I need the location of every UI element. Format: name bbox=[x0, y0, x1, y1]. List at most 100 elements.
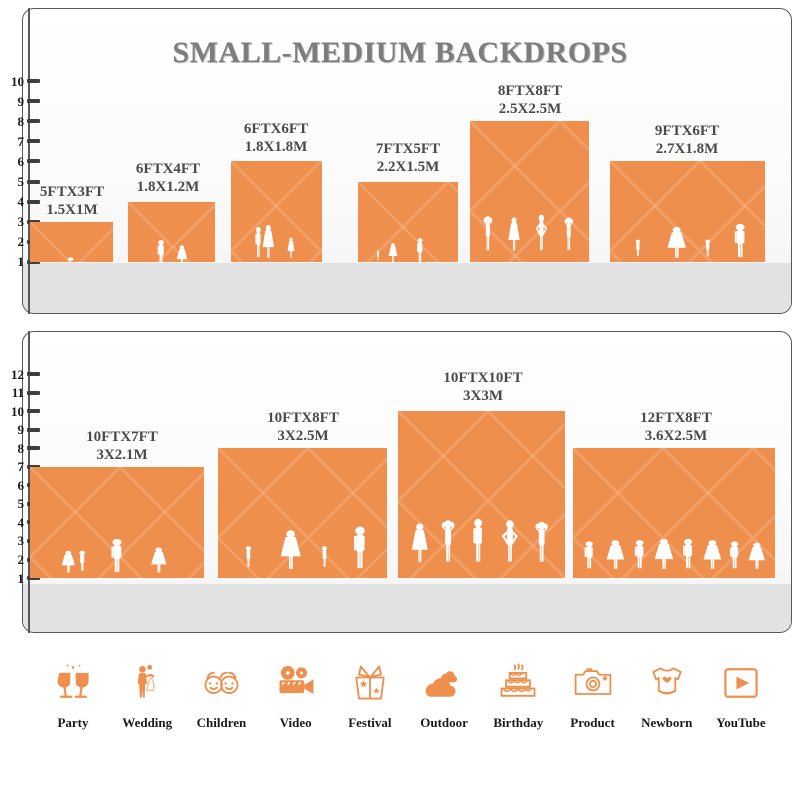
y-axis-line-2 bbox=[28, 331, 30, 633]
bar-size-label: 12FTX8FT 3.6X2.5M bbox=[640, 409, 712, 445]
use-case-label: Wedding bbox=[122, 715, 173, 730]
champagne-glasses-icon bbox=[51, 655, 95, 711]
cloud-hill-icon bbox=[422, 655, 466, 711]
use-case-item-youtube[interactable]: YouTube bbox=[704, 655, 778, 731]
wedding-couple-icon bbox=[125, 655, 169, 711]
bar-size-meters: 3X3M bbox=[462, 388, 503, 404]
y-axis-tick-label: 9 bbox=[17, 93, 25, 109]
y-axis-tick: 9 bbox=[2, 423, 40, 437]
y-axis-tick: 10 bbox=[2, 404, 40, 418]
y-axis-tick-mark bbox=[27, 79, 40, 83]
photo-camera-icon bbox=[571, 655, 615, 711]
bar-size-feet: 9FTX6FT bbox=[654, 123, 720, 139]
backdrop-size-bar bbox=[470, 121, 589, 262]
bar-size-feet: 6FTX6FT bbox=[243, 121, 309, 137]
y-axis-tick-label: 4 bbox=[17, 514, 25, 530]
bar-size-feet: 6FTX4FT bbox=[135, 161, 201, 177]
bar-size-meters: 3X2.5M bbox=[277, 428, 329, 444]
chart-panel-small-medium bbox=[22, 8, 792, 314]
use-case-label: Children bbox=[196, 715, 247, 730]
bar-size-label: 10FTX7FT 3X2.1M bbox=[86, 428, 158, 464]
use-case-item-outdoor[interactable]: Outdoor bbox=[407, 655, 481, 731]
y-axis-tick: 1 bbox=[2, 255, 40, 269]
bar-size-meters: 1.5X1M bbox=[46, 202, 98, 218]
y-axis-tick-mark bbox=[27, 390, 40, 395]
y-axis-tick-label: 2 bbox=[17, 552, 25, 567]
y-axis-tick-mark bbox=[27, 99, 40, 104]
y-axis-tick-label: 9 bbox=[17, 422, 25, 438]
backdrop-size-bar bbox=[358, 181, 458, 262]
bar-size-meters: 1.8X1.2M bbox=[136, 179, 200, 195]
bar-size-feet: 12FTX8FT bbox=[640, 410, 712, 426]
y-axis-tick-mark bbox=[27, 576, 40, 581]
y-axis-tick: 9 bbox=[2, 94, 40, 108]
backdrop-size-bar bbox=[573, 448, 775, 579]
use-case-label: Festival bbox=[348, 715, 392, 730]
backdrop-size-bar bbox=[610, 161, 765, 262]
y-axis-tick-label: 7 bbox=[17, 459, 25, 475]
y-axis-tick-label: 10 bbox=[11, 73, 24, 89]
use-case-label: YouTube bbox=[716, 715, 766, 730]
y-axis-tick: 6 bbox=[2, 154, 40, 168]
y-axis-tick-label: 2 bbox=[17, 234, 25, 250]
use-case-label: Outdoor bbox=[420, 715, 468, 730]
y-axis-tick-label: 7 bbox=[17, 133, 25, 149]
bar-size-meters: 2.5X2.5M bbox=[498, 101, 562, 117]
y-axis-tick: 5 bbox=[2, 175, 40, 189]
y-axis-tick-mark bbox=[27, 372, 40, 376]
use-case-item-video[interactable]: Video bbox=[259, 655, 333, 731]
use-case-label: Newborn bbox=[641, 715, 693, 730]
movie-camera-icon bbox=[274, 655, 318, 711]
y-axis-tick: 8 bbox=[2, 441, 40, 455]
y-axis-tick-label: 5 bbox=[17, 174, 25, 189]
y-axis-tick-mark bbox=[27, 179, 40, 184]
use-case-item-party[interactable]: Party bbox=[36, 655, 110, 731]
bar-size-feet: 7FTX5FT bbox=[375, 141, 441, 157]
backdrop-size-bar bbox=[231, 161, 322, 262]
y-axis-tick: 12 bbox=[2, 367, 40, 381]
ground-band-1 bbox=[23, 263, 791, 313]
use-case-item-children[interactable]: Children bbox=[184, 655, 258, 731]
y-axis-tick-label: 10 bbox=[11, 403, 24, 419]
y-axis-tick-label: 1 bbox=[17, 254, 25, 270]
bar-size-label: 10FTX8FT 3X2.5M bbox=[267, 409, 339, 445]
baby-onesie-icon bbox=[645, 655, 689, 711]
bar-size-meters: 1.8X1.8M bbox=[244, 139, 308, 155]
bar-size-meters: 3X2.1M bbox=[96, 447, 148, 463]
y-axis-tick-label: 3 bbox=[17, 214, 25, 230]
backdrop-size-bar bbox=[128, 201, 215, 262]
y-axis-tick-mark bbox=[27, 409, 40, 414]
y-axis-tick: 11 bbox=[2, 386, 40, 400]
use-case-label: Party bbox=[57, 715, 89, 730]
use-case-item-wedding[interactable]: Wedding bbox=[110, 655, 184, 731]
y-axis-tick-mark bbox=[27, 199, 40, 204]
bar-size-label: 9FTX6FT 2.7X1.8M bbox=[655, 122, 719, 158]
play-button-icon bbox=[719, 655, 763, 711]
use-case-item-newborn[interactable]: Newborn bbox=[630, 655, 704, 731]
y-axis-tick-label: 5 bbox=[17, 496, 25, 512]
backdrop-size-bar bbox=[218, 448, 387, 579]
bar-size-label: 7FTX5FT 2.2X1.5M bbox=[376, 140, 440, 176]
use-case-label: Product bbox=[570, 715, 615, 730]
bar-size-feet: 8FTX8FT bbox=[497, 83, 563, 99]
use-case-item-product[interactable]: Product bbox=[556, 655, 630, 731]
y-axis-tick-label: 8 bbox=[17, 113, 25, 129]
backdrop-size-bar bbox=[30, 466, 204, 579]
y-axis-tick: 1 bbox=[2, 571, 40, 585]
page-title: SMALL-MEDIUM BACKDROPS bbox=[172, 36, 628, 69]
bar-size-label: 6FTX4FT 1.8X1.2M bbox=[136, 160, 200, 196]
bar-size-meters: 2.7X1.8M bbox=[655, 141, 719, 157]
y-axis-tick-label: 4 bbox=[17, 194, 25, 210]
use-case-icon-strip: Party Wedding Children bbox=[22, 655, 792, 760]
bar-size-label: 10FTX10FT 3X3M bbox=[443, 369, 522, 405]
two-kid-faces-icon bbox=[199, 655, 243, 711]
use-case-item-birthday[interactable]: Birthday bbox=[481, 655, 555, 731]
y-axis-tick-label: 3 bbox=[17, 533, 25, 549]
y-axis-tick-mark bbox=[27, 446, 40, 451]
bar-size-label: 8FTX8FT 2.5X2.5M bbox=[498, 82, 562, 118]
y-axis-tick: 7 bbox=[2, 134, 40, 148]
use-case-item-festival[interactable]: Festival bbox=[333, 655, 407, 731]
bar-size-feet: 10FTX10FT bbox=[443, 370, 523, 386]
gift-box-icon bbox=[348, 655, 392, 711]
